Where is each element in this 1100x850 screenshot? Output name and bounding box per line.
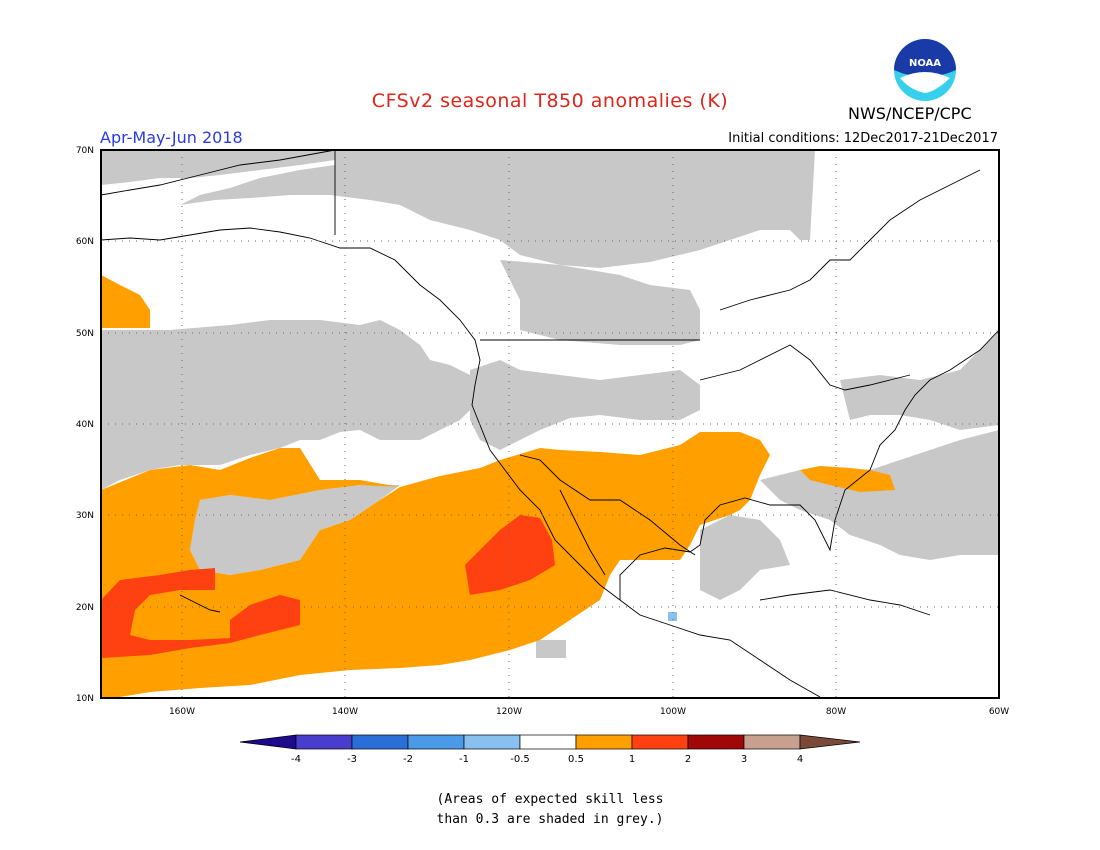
low-skill-grey-regions (101, 150, 999, 658)
initial-conditions-label: Initial conditions: 12Dec2017-21Dec2017 (728, 131, 998, 146)
lat-tick-label: 40N (76, 420, 94, 430)
colorbar-swatch (631, 734, 689, 750)
colorbar-swatch (575, 734, 633, 750)
lon-tick-label: 140W (332, 707, 358, 717)
colorbar-label: -2 (403, 754, 413, 765)
anomaly-1-to-2-regions (101, 515, 555, 658)
colorbar-label: 0.5 (568, 754, 584, 765)
lon-tick-label: 60W (989, 707, 1009, 717)
lon-tick-label: 100W (660, 707, 686, 717)
lat-tick-label: 70N (76, 146, 94, 156)
colorbar-swatch (799, 734, 861, 750)
skill-note-line1: (Areas of expected skill less (436, 792, 664, 807)
chart-title: CFSv2 seasonal T850 anomalies (K) (371, 90, 729, 112)
colorbar-labels: -4 -3 -2 -1 -0.5 0.5 1 2 3 4 (291, 754, 803, 765)
colorbar-label: -1 (459, 754, 469, 765)
lon-tick-label: 80W (826, 707, 846, 717)
lat-tick-labels: 70N 60N 50N 40N 30N 20N 10N (76, 146, 94, 704)
graticule (101, 150, 999, 698)
agency-label: NWS/NCEP/CPC (848, 104, 972, 123)
map-area (100, 149, 1000, 699)
colorbar-swatch (519, 734, 577, 750)
lat-tick-label: 50N (76, 329, 94, 339)
noaa-logo: NOAA (894, 39, 956, 101)
lat-tick-label: 60N (76, 237, 94, 247)
lat-tick-label: 30N (76, 511, 94, 521)
colorbar-label: -4 (291, 754, 301, 765)
period-label: Apr-May-Jun 2018 (100, 128, 243, 147)
colorbar-swatch (239, 734, 297, 750)
coastlines (100, 149, 1000, 698)
colorbar-label: 4 (797, 754, 803, 765)
anomaly-minus-0p5-to-minus-1-cell (668, 612, 677, 621)
skill-note-line2: than 0.3 are shaded in grey.) (436, 812, 664, 827)
lon-tick-labels: 160W 140W 120W 100W 80W 60W (169, 707, 1009, 717)
map-frame (100, 149, 1000, 699)
colorbar-label: 1 (629, 754, 635, 765)
lat-tick-label: 10N (76, 694, 94, 704)
colorbar (239, 734, 861, 750)
lat-tick-label: 20N (76, 603, 94, 613)
colorbar-label: 2 (685, 754, 691, 765)
noaa-logo-text: NOAA (909, 58, 941, 69)
colorbar-swatch (295, 734, 353, 750)
colorbar-swatch (687, 734, 745, 750)
colorbar-swatch (463, 734, 521, 750)
colorbar-label: -0.5 (510, 754, 530, 765)
colorbar-swatch (407, 734, 465, 750)
lon-tick-label: 120W (496, 707, 522, 717)
lon-tick-label: 160W (169, 707, 195, 717)
colorbar-label: -3 (347, 754, 357, 765)
colorbar-swatch (351, 734, 409, 750)
colorbar-swatch (743, 734, 801, 750)
colorbar-label: 3 (741, 754, 747, 765)
